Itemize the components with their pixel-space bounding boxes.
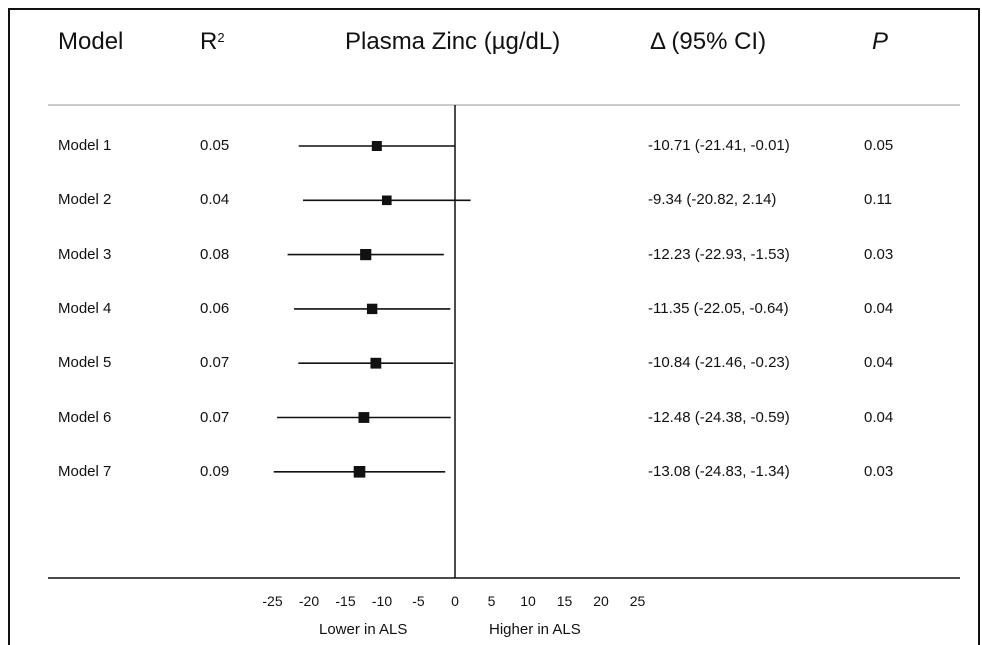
row-model-label: Model 5: [58, 354, 112, 372]
point-estimate-marker: [382, 195, 392, 206]
row-p-value: 0.03: [864, 462, 894, 480]
x-tick-label: -15: [335, 593, 356, 609]
row-ci-text: -12.23 (-22.93, -1.53): [648, 245, 790, 263]
row-r2-value: 0.07: [200, 408, 230, 426]
row-r2-value: 0.05: [200, 137, 230, 154]
header-r2: R2: [200, 28, 225, 56]
row-model-label: Model 3: [58, 245, 112, 263]
header-plot-title: Plasma Zinc (µg/dL): [345, 28, 561, 55]
x-tick-label: 10: [520, 593, 536, 609]
point-estimate-marker: [353, 466, 366, 478]
header-p-value: P: [872, 28, 889, 55]
axis-label-lower: Lower in ALS: [319, 621, 408, 638]
x-tick-label: 25: [629, 593, 646, 609]
x-tick-label: 15: [556, 593, 573, 609]
row-model-label: Model 4: [58, 299, 112, 317]
x-tick-label: 20: [593, 593, 609, 609]
x-tick-label: -10: [371, 593, 393, 609]
point-estimate-marker: [370, 357, 382, 369]
row-r2-value: 0.06: [200, 299, 230, 317]
point-estimate-marker: [371, 141, 382, 151]
point-estimate-marker: [358, 412, 370, 423]
row-ci-text: -11.35 (-22.05, -0.64): [648, 299, 789, 317]
row-p-value: 0.11: [864, 191, 893, 209]
row-r2-value: 0.09: [200, 462, 230, 480]
row-p-value: 0.03: [864, 245, 894, 263]
row-model-label: Model 7: [58, 462, 112, 480]
row-model-label: Model 1: [58, 137, 112, 154]
axis-label-higher: Higher in ALS: [489, 621, 581, 638]
header-r2-superscript: 2: [217, 30, 225, 45]
x-tick-label: -25: [262, 593, 283, 609]
row-ci-text: -12.48 (-24.38, -0.59): [648, 408, 790, 426]
row-ci-text: -9.34 (-20.82, 2.14): [648, 191, 777, 209]
row-r2-value: 0.07: [200, 354, 230, 372]
figure-frame: [8, 8, 980, 645]
row-p-value: 0.04: [864, 408, 894, 426]
row-ci-text: -10.71 (-21.41, -0.01): [648, 137, 790, 154]
row-ci-text: -10.84 (-21.46, -0.23): [648, 354, 790, 372]
point-estimate-marker: [360, 249, 372, 261]
header-model: Model: [58, 28, 124, 55]
x-tick-label: -5: [412, 593, 425, 609]
row-r2-value: 0.08: [200, 245, 230, 263]
point-estimate-marker: [366, 303, 378, 315]
row-model-label: Model 6: [58, 408, 112, 426]
row-r2-value: 0.04: [200, 191, 230, 209]
row-p-value: 0.04: [864, 299, 894, 317]
x-tick-label: 5: [487, 593, 496, 609]
x-tick-label: -20: [298, 593, 320, 609]
row-ci-text: -13.08 (-24.83, -1.34): [648, 462, 790, 480]
row-model-label: Model 2: [58, 191, 112, 209]
x-tick-label: 0: [451, 593, 459, 609]
header-delta-ci: Δ (95% CI): [650, 28, 767, 55]
row-p-value: 0.04: [864, 354, 894, 372]
row-p-value: 0.05: [864, 137, 894, 154]
header-r2-base: R: [200, 28, 218, 55]
